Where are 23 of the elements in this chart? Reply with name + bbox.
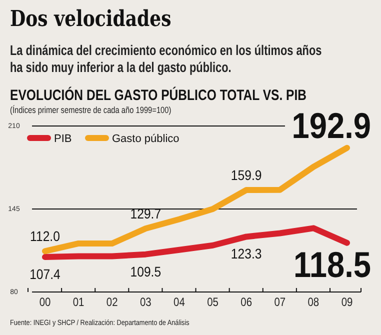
chart-subtitle: La dinámica del crecimiento económico en los últimos años ha sido muy inferior a la del gasto público. (10, 42, 322, 76)
x-tick-label: 02 (106, 296, 118, 310)
data-label: 109.5 (130, 264, 162, 280)
text: EVOLUCIÓN DEL GASTO PÚBLICO TOTAL VS. PIB (10, 86, 307, 104)
data-label: 118.5 (294, 244, 371, 286)
x-tick-label: 03 (140, 296, 152, 310)
data-label: 192.9 (292, 106, 371, 146)
x-tick-label: 05 (207, 296, 218, 310)
x-tick-label: 08 (308, 296, 320, 310)
data-label: 123.3 (230, 246, 262, 262)
data-label: 112.0 (30, 228, 60, 244)
text: (Índices primer semestre de cada año 1999=100) (10, 104, 172, 116)
chart-title: Dos velocidades (10, 5, 172, 32)
x-tick-label: 04 (174, 296, 185, 310)
x-tick-label: 07 (274, 296, 286, 310)
data-label: 107.4 (30, 266, 60, 282)
x-tick-label: 06 (240, 296, 252, 310)
x-tick-label: 00 (39, 296, 51, 310)
x-tick-label: 09 (341, 296, 353, 310)
x-tick-label: 01 (72, 296, 84, 310)
data-label: 159.9 (230, 167, 262, 184)
legend-label: PIB (54, 133, 72, 145)
legend-label: Gasto público (112, 133, 180, 145)
